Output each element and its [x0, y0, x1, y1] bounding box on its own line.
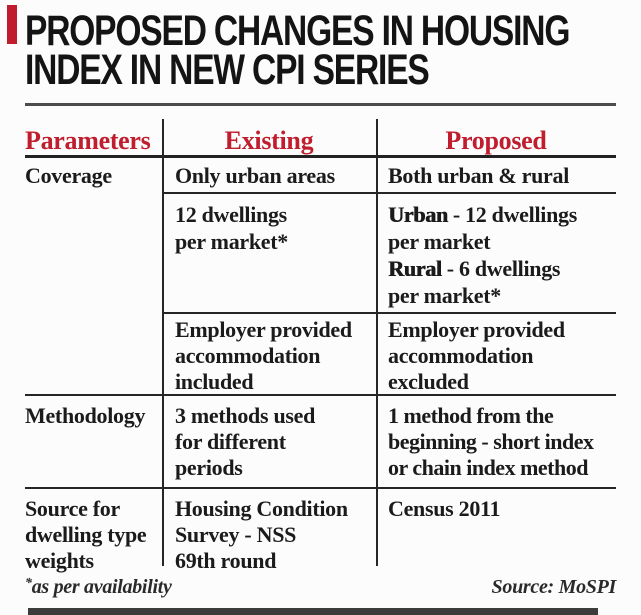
cell-text-line: Urban - 12 dwellings — [388, 201, 577, 228]
bold-lead-in: Urban — [388, 202, 448, 227]
cell-text-segment: - 6 dwellings — [441, 256, 561, 281]
cell-text-line: Housing Condition — [175, 496, 348, 521]
cell-text-line: Only urban areas — [175, 163, 335, 188]
cell-text-line: or chain index method — [388, 455, 588, 480]
source-credit: Source: MoSPI — [491, 576, 617, 598]
title-line-2: INDEX IN NEW CPI SERIES — [25, 46, 430, 94]
column-header-parameters: Parameters — [25, 126, 151, 155]
cell-parameter-coverage: Coverage — [25, 163, 112, 189]
cell-text-segment: per market* — [388, 283, 501, 308]
row-divider-1 — [162, 192, 616, 194]
cell-text-line: accommodation — [175, 343, 321, 368]
cell-text-line: accommodation — [388, 343, 534, 368]
title-rule — [25, 103, 616, 106]
cell-text-line: Methodology — [25, 403, 146, 428]
cell-accommodation-existing: Employer provided accommodation included — [175, 317, 352, 395]
cell-accommodation-proposed: Employer provided accommodation excluded — [388, 317, 565, 395]
cell-text-line: beginning - short index — [388, 429, 594, 454]
cell-text-line: dwelling type — [25, 522, 147, 547]
cell-coverage-proposed: Both urban & rural — [388, 163, 569, 189]
cell-text-line: 12 dwellings — [175, 202, 287, 227]
cell-text-line: Survey - NSS — [175, 522, 297, 547]
cell-text-line: Employer provided — [175, 317, 352, 342]
cell-text-segment: - 12 dwellings — [447, 202, 577, 227]
header-rule — [25, 155, 616, 158]
column-divider-2 — [376, 119, 378, 566]
column-header-proposed: Proposed — [445, 126, 547, 155]
cell-text-line: for different — [175, 429, 286, 454]
cell-text-line: per market — [388, 228, 577, 255]
title-line-1: PROPOSED CHANGES IN HOUSING — [25, 7, 570, 55]
cell-text-line: per market* — [175, 229, 288, 254]
cell-text-line: Source for — [25, 496, 120, 521]
cell-methodology-existing: 3 methods used for different periods — [175, 403, 315, 481]
column-divider-1 — [162, 119, 164, 566]
cell-text-line: Coverage — [25, 163, 112, 188]
cell-text-line: Employer provided — [388, 317, 565, 342]
cell-dwellings-proposed: Urban - 12 dwellings per market Rural - … — [388, 201, 577, 309]
cell-text-line: periods — [175, 455, 243, 480]
footnote-text: as per availability — [31, 576, 172, 598]
footnote-asterisk: * — [25, 576, 32, 591]
column-header-existing: Existing — [224, 126, 314, 155]
row-divider-4 — [25, 487, 616, 489]
page-title: PROPOSED CHANGES IN HOUSING INDEX IN NEW… — [25, 7, 570, 94]
bottom-edge-strip — [28, 608, 598, 615]
cell-text-line: 3 methods used — [175, 403, 316, 428]
cell-methodology-proposed: 1 method from the beginning - short inde… — [388, 403, 594, 481]
footnote: *as per availability — [25, 576, 172, 599]
row-divider-2 — [162, 312, 616, 314]
cell-text-line: included — [175, 369, 254, 394]
bold-lead-in: Rural — [388, 256, 442, 281]
cell-text-line: 69th round — [175, 548, 277, 573]
row-divider-3 — [25, 394, 616, 396]
cell-text-line: Census 2011 — [388, 496, 501, 521]
cell-parameter-source: Source for dwelling type weights — [25, 496, 147, 574]
cell-coverage-existing: Only urban areas — [175, 163, 335, 189]
cell-source-existing: Housing Condition Survey - NSS 69th roun… — [175, 496, 348, 574]
cell-text-line: Both urban & rural — [388, 163, 570, 188]
cell-text-line: 1 method from the — [388, 403, 554, 428]
cell-text-line: excluded — [388, 369, 469, 394]
cell-text-line: per market* — [388, 282, 577, 309]
cell-text-line: weights — [25, 548, 94, 573]
cell-source-proposed: Census 2011 — [388, 496, 501, 522]
cell-text-line: Rural - 6 dwellings — [388, 255, 577, 282]
corner-accent-bar — [7, 5, 17, 44]
cell-dwellings-existing: 12 dwellings per market* — [175, 201, 288, 255]
cell-parameter-methodology: Methodology — [25, 403, 145, 429]
cell-text-segment: per market — [388, 229, 491, 254]
